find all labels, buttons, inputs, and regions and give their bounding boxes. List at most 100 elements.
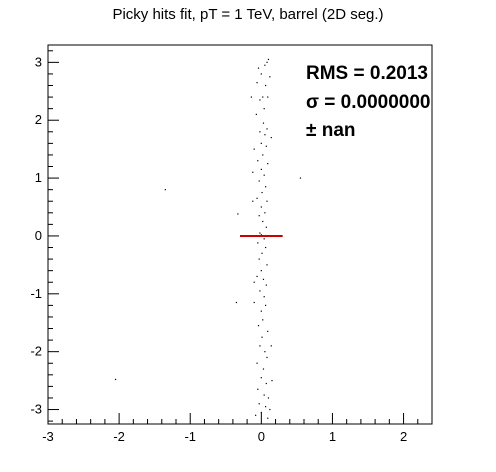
x-axis-ticks: -3 -2 -1 0 1 2 — [42, 413, 433, 444]
data-point — [256, 275, 258, 278]
data-point — [257, 325, 260, 327]
data-point — [257, 388, 259, 390]
data-point — [257, 242, 259, 244]
x-tick-label: -1 — [184, 429, 196, 444]
data-point — [260, 142, 262, 144]
data-point — [259, 131, 261, 133]
data-point — [250, 96, 252, 98]
x-tick-label: 2 — [400, 429, 407, 444]
data-point — [260, 206, 262, 208]
data-point — [264, 64, 266, 66]
y-tick-label: -2 — [30, 344, 42, 359]
data-point — [265, 406, 267, 408]
y-tick-label: -3 — [30, 402, 42, 417]
data-point — [264, 351, 266, 353]
data-point — [265, 304, 267, 306]
data-point — [260, 270, 262, 272]
data-point — [262, 96, 264, 98]
data-point — [258, 403, 260, 405]
data-point — [266, 128, 268, 130]
data-point — [114, 378, 117, 381]
data-point — [267, 417, 269, 419]
data-point — [235, 301, 238, 304]
data-point — [253, 148, 255, 150]
data-point — [260, 411, 262, 414]
data-point — [259, 290, 261, 292]
data-point — [262, 154, 264, 156]
x-tick-label: -2 — [113, 429, 125, 444]
data-point — [265, 226, 267, 228]
rms-label: RMS = 0.2013 — [306, 63, 428, 84]
data-point — [299, 177, 302, 179]
data-point — [265, 84, 267, 87]
data-point — [259, 99, 261, 101]
data-point — [237, 213, 239, 215]
y-tick-label: 2 — [35, 112, 42, 127]
data-point — [266, 61, 268, 63]
data-point — [269, 76, 271, 78]
y-tick-label: -1 — [30, 286, 42, 301]
data-point — [269, 408, 271, 411]
data-point — [265, 382, 267, 385]
data-point — [259, 345, 261, 347]
data-point — [266, 200, 268, 202]
data-point — [265, 284, 267, 286]
data-point — [258, 180, 260, 182]
data-point — [271, 380, 273, 382]
data-point — [256, 362, 258, 364]
data-point — [264, 134, 266, 136]
data-point — [267, 163, 269, 165]
data-point — [164, 189, 166, 191]
data-point — [270, 345, 272, 347]
data-point — [256, 197, 258, 199]
data-point — [267, 96, 269, 98]
y-tick-label: 3 — [35, 54, 42, 69]
y-tick-label: 1 — [35, 170, 42, 185]
data-point — [265, 186, 267, 188]
data-point — [252, 171, 254, 173]
error-label: ± nan — [306, 120, 356, 141]
data-point — [262, 319, 264, 321]
data-point — [255, 414, 257, 416]
data-point — [266, 356, 268, 359]
data-point — [263, 394, 265, 396]
data-point — [257, 160, 259, 162]
data-point — [260, 310, 262, 312]
x-tick-label: 1 — [329, 429, 336, 444]
plot-frame — [47, 44, 433, 425]
data-point — [263, 296, 265, 298]
data-point — [265, 145, 267, 147]
data-point — [260, 377, 262, 379]
data-point — [262, 278, 265, 280]
data-point — [260, 234, 262, 236]
data-point — [253, 301, 255, 304]
data-point — [261, 191, 263, 194]
data-point — [263, 238, 265, 240]
data-point — [260, 168, 262, 171]
data-point — [263, 174, 265, 176]
data-point — [252, 200, 254, 202]
data-point — [255, 113, 257, 116]
data-point — [258, 258, 260, 260]
data-point — [265, 246, 267, 249]
data-point — [258, 215, 260, 217]
data-point — [267, 58, 270, 61]
sigma-label: σ = 0.0000000 — [306, 92, 430, 113]
x-tick-label: 0 — [258, 429, 265, 444]
data-point — [270, 136, 272, 139]
data-points — [114, 58, 302, 419]
y-axis-ticks: -3 -2 -1 0 1 2 3 — [30, 50, 59, 422]
data-point — [261, 252, 263, 254]
chart-title: Picky hits fit, pT = 1 TeV, barrel (2D s… — [112, 6, 384, 23]
data-point — [261, 336, 263, 338]
data-point — [259, 232, 261, 234]
data-point — [262, 122, 265, 124]
x-tick-label: -3 — [42, 429, 54, 444]
data-point — [262, 220, 264, 223]
data-point — [263, 108, 265, 110]
data-point — [267, 330, 269, 333]
data-point — [260, 73, 262, 75]
data-point — [257, 67, 260, 69]
y-tick-label: 0 — [35, 228, 42, 243]
